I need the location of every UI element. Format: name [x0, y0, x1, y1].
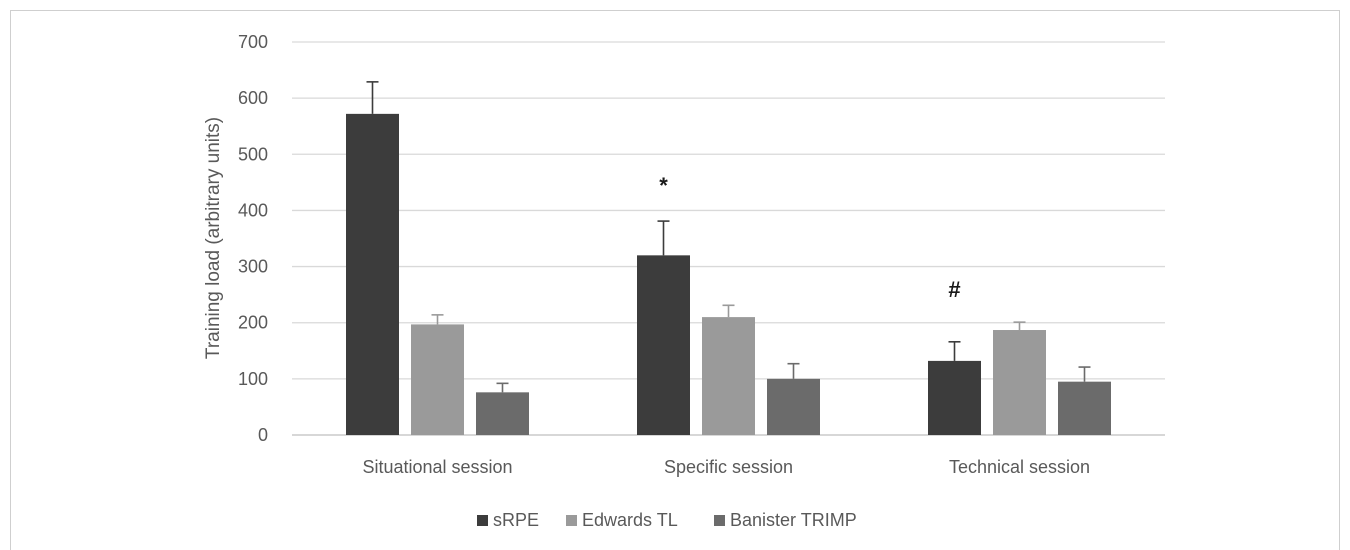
y-axis-ticks: 0 100 200 300 400 500 600 700	[238, 32, 268, 445]
y-tick-label: 200	[238, 313, 268, 333]
legend-swatch	[477, 515, 488, 526]
bar	[637, 255, 690, 435]
bar	[993, 330, 1046, 435]
y-tick-label: 600	[238, 88, 268, 108]
y-tick-label: 0	[258, 425, 268, 445]
bar	[767, 378, 820, 435]
y-axis-label: Training load (arbitrary units)	[203, 117, 224, 359]
figure-frame	[10, 10, 1340, 550]
legend-swatch	[714, 515, 725, 526]
significance-marker: *	[659, 173, 668, 198]
bars	[346, 113, 1111, 435]
annotations: *#	[659, 173, 960, 302]
legend-label: Banister TRIMP	[730, 510, 857, 530]
x-tick-label: Technical session	[949, 457, 1090, 477]
bar	[1058, 381, 1111, 435]
y-tick-label: 300	[238, 257, 268, 277]
legend-label: Edwards TL	[582, 510, 678, 530]
y-tick-label: 100	[238, 369, 268, 389]
x-tick-label: Specific session	[664, 457, 793, 477]
y-tick-label: 400	[238, 200, 268, 220]
bar	[346, 113, 399, 435]
significance-marker: #	[948, 277, 960, 302]
x-axis-ticks: Situational session Specific session Techn…	[362, 457, 1090, 477]
bar	[928, 360, 981, 435]
legend-swatch	[566, 515, 577, 526]
bar	[411, 324, 464, 435]
x-tick-label: Situational session	[362, 457, 512, 477]
y-tick-label: 500	[238, 144, 268, 164]
error-bars	[366, 81, 1091, 393]
legend: sRPE Edwards TL Banister TRIMP	[477, 510, 857, 530]
y-tick-label: 700	[238, 32, 268, 52]
bar	[476, 392, 529, 435]
legend-label: sRPE	[493, 510, 539, 530]
bar	[702, 317, 755, 435]
